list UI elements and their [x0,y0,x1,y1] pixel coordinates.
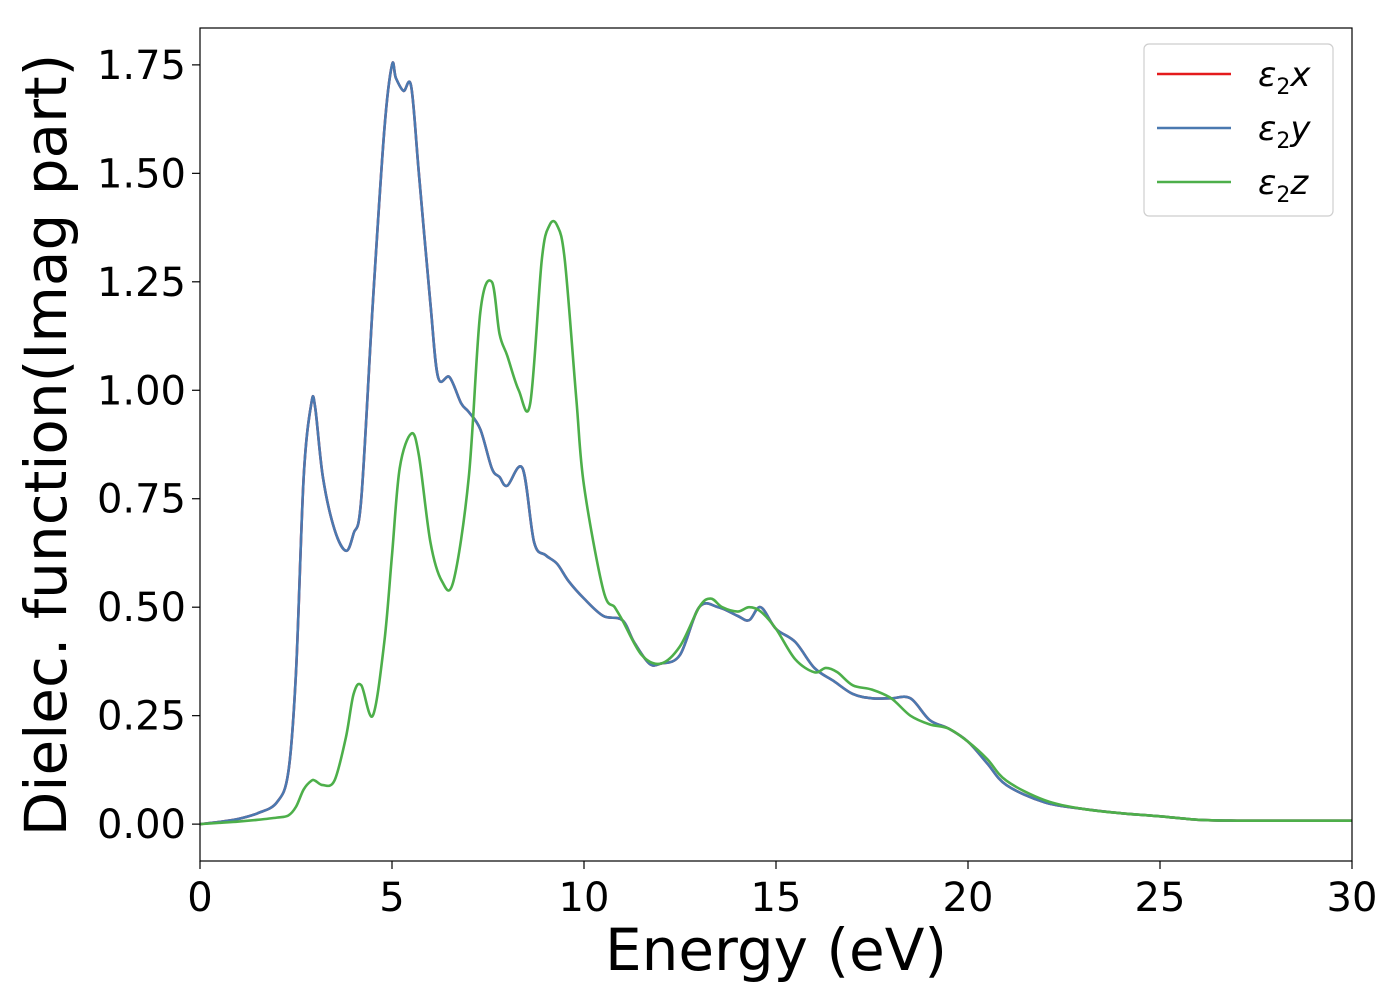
y-tick-label: 1.25 [97,260,186,306]
x-tick-label: 20 [943,875,994,921]
y-axis-label: Dielec. function(Imag part) [12,54,80,837]
x-tick-label: 0 [187,875,212,921]
x-tick-label: 30 [1327,875,1378,921]
x-tick-label: 25 [1135,875,1186,921]
series-layer [199,61,1352,826]
legend-label-x: ε2x [1258,55,1311,100]
x-tick-label: 15 [751,875,802,921]
legend-items: ε2x ε2y ε2z [1157,55,1311,208]
legend: ε2x ε2y ε2z [1143,43,1334,217]
y-axis-ticks: 0.00 0.25 0.50 0.75 1.00 1.25 1.50 1.75 [97,43,200,848]
x-tick-label: 10 [559,875,610,921]
x-axis-label: Energy (eV) [605,916,947,984]
x-axis-ticks: 0 5 10 15 20 25 30 [187,861,1377,921]
y-tick-label: 0.75 [97,477,186,523]
y-tick-label: 1.50 [97,151,186,197]
x-tick-label: 5 [379,875,404,921]
y-tick-label: 1.75 [97,43,186,89]
series-line-z [199,219,1352,826]
legend-label-y: ε2y [1258,109,1311,154]
y-tick-label: 0.00 [97,802,186,848]
legend-label-z: ε2z [1258,163,1309,208]
y-tick-label: 0.50 [97,585,186,631]
y-tick-label: 1.00 [97,368,186,414]
y-tick-label: 0.25 [97,694,186,740]
legend-box [1143,43,1334,217]
